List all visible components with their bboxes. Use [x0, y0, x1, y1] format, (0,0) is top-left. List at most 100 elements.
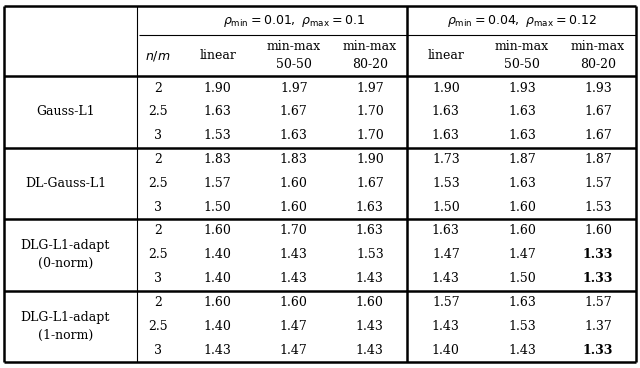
Text: (1-norm): (1-norm): [38, 329, 93, 342]
Text: 2.5: 2.5: [148, 320, 168, 333]
Text: 2: 2: [154, 224, 162, 237]
Text: 1.70: 1.70: [356, 105, 384, 118]
Text: 50-50: 50-50: [504, 58, 540, 71]
Text: 1.63: 1.63: [432, 129, 460, 142]
Text: 1.57: 1.57: [584, 177, 612, 190]
Text: 1.63: 1.63: [204, 105, 232, 118]
Text: 1.43: 1.43: [356, 272, 384, 285]
Text: (0-norm): (0-norm): [38, 257, 93, 270]
Text: $\rho_{\mathrm{min}} = 0.01,\ \rho_{\mathrm{max}} = 0.1$: $\rho_{\mathrm{min}} = 0.01,\ \rho_{\mat…: [223, 13, 365, 29]
Text: 1.60: 1.60: [280, 201, 308, 214]
Text: 1.63: 1.63: [280, 129, 308, 142]
Text: 1.53: 1.53: [584, 201, 612, 214]
Text: 1.67: 1.67: [584, 129, 612, 142]
Text: 1.53: 1.53: [356, 248, 384, 261]
Text: 1.53: 1.53: [432, 177, 460, 190]
Text: 2: 2: [154, 296, 162, 309]
Text: 1.87: 1.87: [508, 153, 536, 166]
Text: 1.67: 1.67: [280, 105, 308, 118]
Text: 2.5: 2.5: [148, 105, 168, 118]
Text: 1.87: 1.87: [584, 153, 612, 166]
Text: 1.37: 1.37: [584, 320, 612, 333]
Text: 1.63: 1.63: [432, 105, 460, 118]
Text: 1.53: 1.53: [508, 320, 536, 333]
Text: 1.60: 1.60: [508, 224, 536, 237]
Text: 1.90: 1.90: [356, 153, 384, 166]
Text: 1.97: 1.97: [280, 82, 308, 95]
Text: Gauss-L1: Gauss-L1: [36, 105, 95, 118]
Text: $n/m$: $n/m$: [145, 49, 171, 63]
Text: 3: 3: [154, 344, 162, 357]
Text: 1.40: 1.40: [204, 272, 232, 285]
Text: 1.43: 1.43: [508, 344, 536, 357]
Text: 1.70: 1.70: [356, 129, 384, 142]
Text: $\rho_{\mathrm{min}} = 0.04,\ \rho_{\mathrm{max}} = 0.12$: $\rho_{\mathrm{min}} = 0.04,\ \rho_{\mat…: [447, 13, 596, 29]
Text: 1.40: 1.40: [204, 320, 232, 333]
Text: 1.33: 1.33: [583, 344, 613, 357]
Text: 1.40: 1.40: [432, 344, 460, 357]
Text: 1.43: 1.43: [432, 320, 460, 333]
Text: 1.93: 1.93: [584, 82, 612, 95]
Text: 1.47: 1.47: [280, 344, 308, 357]
Text: 1.53: 1.53: [204, 129, 232, 142]
Text: 1.60: 1.60: [356, 296, 384, 309]
Text: 2.5: 2.5: [148, 248, 168, 261]
Text: 80-20: 80-20: [352, 58, 388, 71]
Text: 1.83: 1.83: [280, 153, 308, 166]
Text: DLG-L1-adapt: DLG-L1-adapt: [20, 311, 110, 324]
Text: 1.67: 1.67: [584, 105, 612, 118]
Text: 1.57: 1.57: [584, 296, 612, 309]
Text: 1.50: 1.50: [432, 201, 460, 214]
Text: 1.60: 1.60: [508, 201, 536, 214]
Text: 1.73: 1.73: [432, 153, 460, 166]
Text: 1.63: 1.63: [508, 177, 536, 190]
Text: 2.5: 2.5: [148, 177, 168, 190]
Text: 1.43: 1.43: [280, 248, 308, 261]
Text: 1.63: 1.63: [356, 224, 384, 237]
Text: 1.63: 1.63: [432, 224, 460, 237]
Text: 1.43: 1.43: [432, 272, 460, 285]
Text: 1.33: 1.33: [583, 248, 613, 261]
Text: min-max: min-max: [343, 40, 397, 53]
Text: 1.43: 1.43: [356, 344, 384, 357]
Text: 1.50: 1.50: [508, 272, 536, 285]
Text: 1.50: 1.50: [204, 201, 232, 214]
Text: min-max: min-max: [571, 40, 625, 53]
Text: 1.60: 1.60: [280, 296, 308, 309]
Text: 3: 3: [154, 272, 162, 285]
Text: 1.63: 1.63: [508, 296, 536, 309]
Text: 2: 2: [154, 153, 162, 166]
Text: 2: 2: [154, 82, 162, 95]
Text: 1.47: 1.47: [508, 248, 536, 261]
Text: 1.60: 1.60: [280, 177, 308, 190]
Text: 1.57: 1.57: [204, 177, 232, 190]
Text: 1.43: 1.43: [356, 320, 384, 333]
Text: 1.63: 1.63: [508, 105, 536, 118]
Text: linear: linear: [428, 49, 464, 62]
Text: 1.70: 1.70: [280, 224, 308, 237]
Text: 1.63: 1.63: [508, 129, 536, 142]
Text: 3: 3: [154, 129, 162, 142]
Text: DL-Gauss-L1: DL-Gauss-L1: [25, 177, 106, 190]
Text: 80-20: 80-20: [580, 58, 616, 71]
Text: 1.93: 1.93: [508, 82, 536, 95]
Text: 1.90: 1.90: [432, 82, 460, 95]
Text: 1.83: 1.83: [204, 153, 232, 166]
Text: 50-50: 50-50: [276, 58, 312, 71]
Text: linear: linear: [199, 49, 236, 62]
Text: 1.67: 1.67: [356, 177, 384, 190]
Text: 1.43: 1.43: [280, 272, 308, 285]
Text: 1.63: 1.63: [356, 201, 384, 214]
Text: 1.47: 1.47: [280, 320, 308, 333]
Text: 1.60: 1.60: [204, 224, 232, 237]
Text: 1.60: 1.60: [204, 296, 232, 309]
Text: 1.47: 1.47: [432, 248, 460, 261]
Text: 1.33: 1.33: [583, 272, 613, 285]
Text: DLG-L1-adapt: DLG-L1-adapt: [20, 239, 110, 252]
Text: 1.97: 1.97: [356, 82, 383, 95]
Text: 3: 3: [154, 201, 162, 214]
Text: 1.90: 1.90: [204, 82, 232, 95]
Text: 1.57: 1.57: [432, 296, 460, 309]
Text: min-max: min-max: [495, 40, 549, 53]
Text: min-max: min-max: [267, 40, 321, 53]
